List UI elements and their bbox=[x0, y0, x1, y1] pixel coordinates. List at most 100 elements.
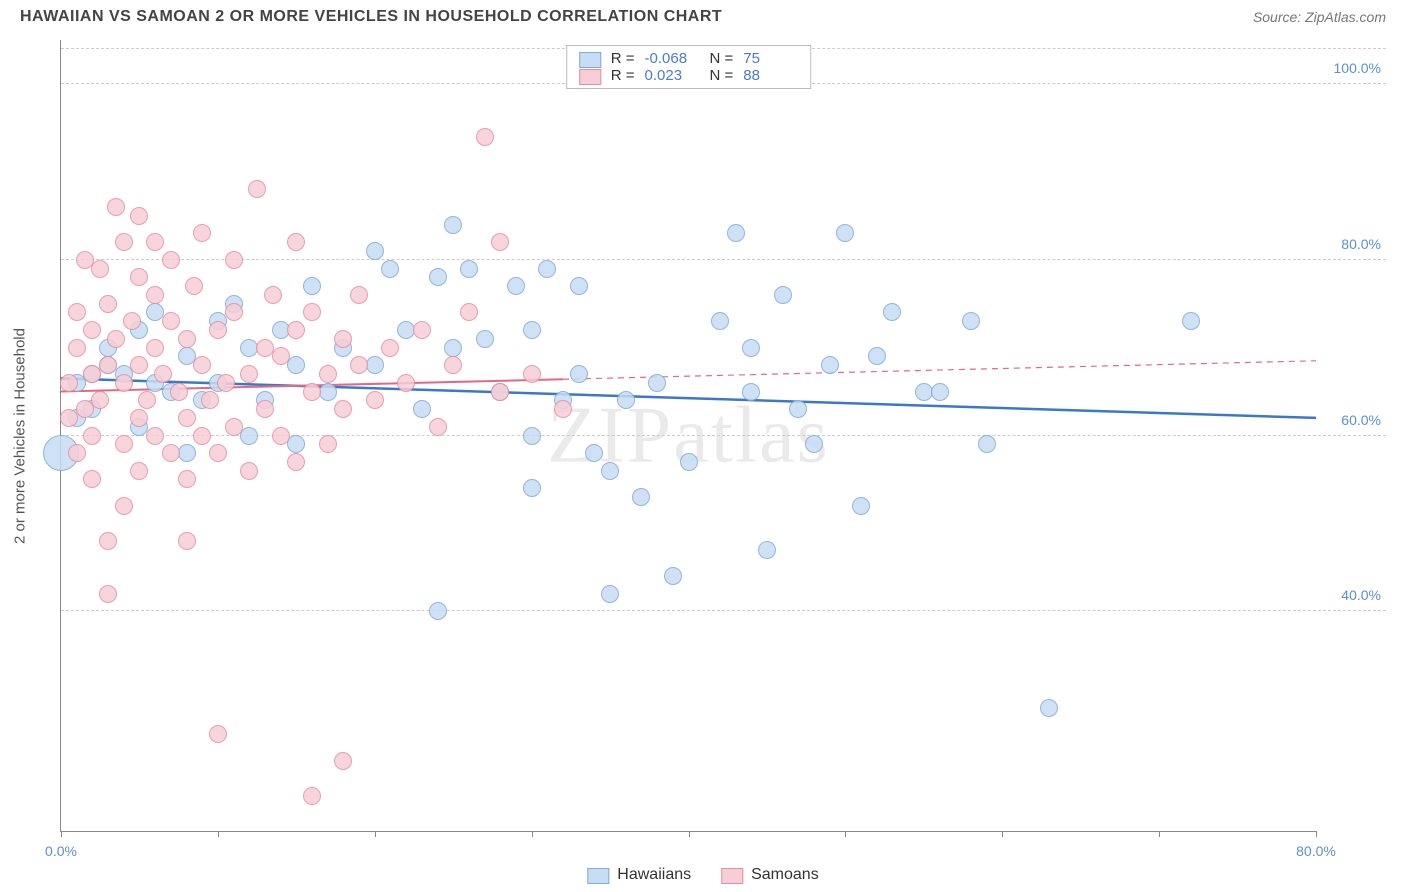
x-tick-label: 0.0% bbox=[45, 843, 77, 859]
data-point bbox=[123, 312, 141, 330]
data-point bbox=[68, 339, 86, 357]
data-point bbox=[162, 444, 180, 462]
data-point bbox=[366, 356, 384, 374]
data-point bbox=[68, 444, 86, 462]
data-point bbox=[931, 383, 949, 401]
data-point bbox=[617, 391, 635, 409]
data-point bbox=[146, 339, 164, 357]
y-tick-label: 100.0% bbox=[1334, 60, 1381, 76]
data-point bbox=[444, 339, 462, 357]
data-point bbox=[99, 532, 117, 550]
data-point bbox=[742, 383, 760, 401]
data-point bbox=[429, 268, 447, 286]
n-value: 75 bbox=[743, 50, 798, 67]
data-point bbox=[130, 268, 148, 286]
x-tick bbox=[1316, 831, 1317, 837]
data-point bbox=[225, 303, 243, 321]
data-point bbox=[240, 427, 258, 445]
data-point bbox=[742, 339, 760, 357]
x-tick bbox=[61, 831, 62, 837]
data-point bbox=[444, 356, 462, 374]
r-value: 0.023 bbox=[645, 67, 700, 84]
data-point bbox=[201, 391, 219, 409]
data-point bbox=[460, 303, 478, 321]
data-point bbox=[648, 374, 666, 392]
y-tick-label: 80.0% bbox=[1341, 236, 1381, 252]
data-point bbox=[264, 286, 282, 304]
data-point bbox=[146, 233, 164, 251]
stats-legend-box: R =-0.068N =75R =0.023N =88 bbox=[566, 45, 812, 89]
data-point bbox=[413, 321, 431, 339]
data-point bbox=[319, 383, 337, 401]
data-point bbox=[130, 207, 148, 225]
data-point bbox=[334, 330, 352, 348]
data-point bbox=[570, 277, 588, 295]
x-tick bbox=[689, 831, 690, 837]
data-point bbox=[523, 321, 541, 339]
gridline bbox=[61, 435, 1386, 436]
legend-swatch bbox=[721, 868, 743, 884]
data-point bbox=[727, 224, 745, 242]
y-axis-label: 2 or more Vehicles in Household bbox=[12, 328, 29, 544]
data-point bbox=[836, 224, 854, 242]
data-point bbox=[248, 180, 266, 198]
legend-bottom: HawaiiansSamoans bbox=[587, 866, 818, 884]
data-point bbox=[962, 312, 980, 330]
x-tick bbox=[1002, 831, 1003, 837]
chart-area: 2 or more Vehicles in Household ZIPatlas… bbox=[50, 40, 1386, 832]
series-swatch bbox=[579, 52, 601, 68]
data-point bbox=[138, 391, 156, 409]
data-point bbox=[601, 585, 619, 603]
x-tick bbox=[375, 831, 376, 837]
plot-region: ZIPatlas R =-0.068N =75R =0.023N =88 40.… bbox=[60, 40, 1316, 832]
data-point bbox=[366, 242, 384, 260]
data-point bbox=[91, 260, 109, 278]
data-point bbox=[240, 365, 258, 383]
data-point bbox=[554, 400, 572, 418]
n-label: N = bbox=[710, 67, 734, 84]
data-point bbox=[115, 374, 133, 392]
data-point bbox=[217, 374, 235, 392]
x-tick bbox=[1159, 831, 1160, 837]
data-point bbox=[334, 752, 352, 770]
data-point bbox=[538, 260, 556, 278]
data-point bbox=[287, 233, 305, 251]
data-point bbox=[107, 198, 125, 216]
r-label: R = bbox=[611, 50, 635, 67]
data-point bbox=[178, 470, 196, 488]
x-tick bbox=[532, 831, 533, 837]
x-tick-label: 80.0% bbox=[1296, 843, 1336, 859]
data-point bbox=[319, 435, 337, 453]
data-point bbox=[789, 400, 807, 418]
legend-label: Hawaiians bbox=[617, 866, 691, 884]
data-point bbox=[99, 295, 117, 313]
data-point bbox=[774, 286, 792, 304]
data-point bbox=[350, 286, 368, 304]
data-point bbox=[91, 391, 109, 409]
data-point bbox=[1040, 699, 1058, 717]
r-value: -0.068 bbox=[645, 50, 700, 67]
data-point bbox=[272, 347, 290, 365]
data-point bbox=[350, 356, 368, 374]
data-point bbox=[303, 277, 321, 295]
data-point bbox=[491, 233, 509, 251]
data-point bbox=[209, 725, 227, 743]
data-point bbox=[429, 418, 447, 436]
gridline bbox=[61, 259, 1386, 260]
data-point bbox=[115, 233, 133, 251]
data-point bbox=[178, 532, 196, 550]
data-point bbox=[209, 444, 227, 462]
data-point bbox=[460, 260, 478, 278]
data-point bbox=[397, 374, 415, 392]
data-point bbox=[303, 787, 321, 805]
data-point bbox=[225, 251, 243, 269]
data-point bbox=[319, 365, 337, 383]
data-point bbox=[287, 321, 305, 339]
data-point bbox=[1182, 312, 1200, 330]
data-point bbox=[130, 409, 148, 427]
data-point bbox=[711, 312, 729, 330]
data-point bbox=[162, 251, 180, 269]
data-point bbox=[883, 303, 901, 321]
x-tick bbox=[218, 831, 219, 837]
data-point bbox=[154, 365, 172, 383]
